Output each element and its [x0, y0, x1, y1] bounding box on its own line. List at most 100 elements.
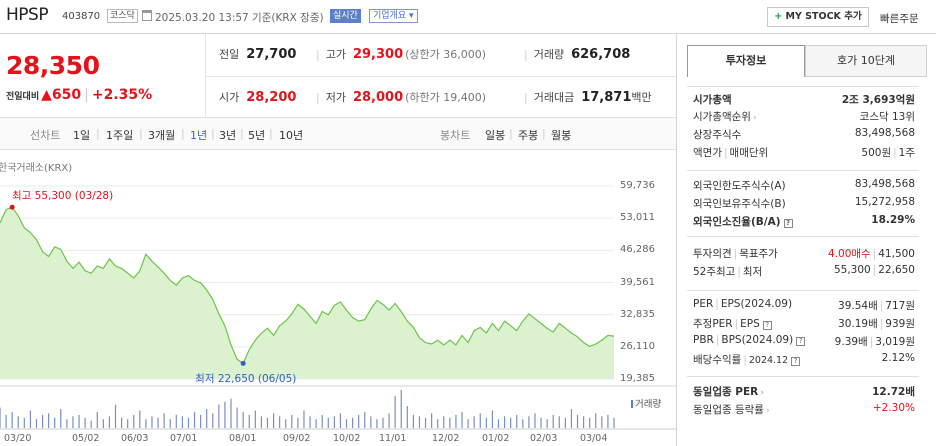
target-value: 41,500 [878, 248, 915, 260]
volume-bar [576, 414, 579, 428]
volume-bar [358, 414, 360, 428]
volume-bar [78, 414, 80, 428]
price-chart[interactable]: 한국거래소(KRX) 59,736 53,011 46,286 39,561 32,83… [0, 150, 676, 446]
volume-bar [0, 407, 1, 428]
foreign-ratio-row: 외국인소진율(B/A)? 18.29% [693, 214, 915, 230]
volume-legend: 거래량 [631, 396, 661, 410]
up-triangle-icon: ▲ [41, 87, 52, 103]
wk52-row: 52주최고 | 최저 55,300 | 22,650 [693, 264, 915, 278]
y-tick-label: 32,835 [620, 308, 655, 320]
tab-3y[interactable]: 3년 [219, 129, 237, 142]
tab-1y[interactable]: 1년 [190, 129, 208, 142]
volume-bar [516, 414, 518, 428]
cap-rank-label[interactable]: 시가총액순위 [693, 111, 751, 123]
price-line [0, 206, 615, 365]
volume-value: 626,708 [571, 47, 631, 62]
volume-bar [96, 411, 98, 428]
info-icon[interactable]: ? [762, 321, 772, 330]
trade-unit-label: 매매단위 [729, 147, 769, 159]
volume-bar [607, 414, 609, 428]
x-tick-label: 02/03 [530, 433, 558, 444]
volume-bar [139, 410, 141, 428]
y-tick-label: 39,561 [620, 276, 655, 288]
industry-rate-label[interactable]: 동일업종 등락률 [693, 404, 764, 416]
volume: | 거래량 626,708 [524, 47, 631, 62]
y-tick-label: 26,110 [620, 340, 655, 352]
lower-limit: (하한가 19,400) [405, 91, 487, 104]
change-percent: +2.35% [91, 87, 153, 103]
add-my-stock-button[interactable]: + MY STOCK 추가 [767, 7, 869, 27]
stock-name: HPSP [6, 5, 49, 25]
amount-label: 거래대금 [533, 91, 575, 104]
dividend-value: 2.12% [881, 352, 915, 364]
volume-bar [364, 411, 366, 428]
volume-bar [90, 420, 92, 428]
prev-close: 전일 27,700 [219, 46, 296, 62]
tab-investment-info[interactable]: 투자정보 [687, 45, 805, 77]
volume-bar [564, 417, 566, 428]
volume-bar [260, 416, 263, 428]
volume-bar [41, 414, 44, 428]
info-tabs: 투자정보 호가 10단계 [687, 45, 927, 77]
volume-bar [17, 416, 19, 428]
quick-order-link[interactable]: 빠른주문 [880, 13, 919, 25]
tab-weekly[interactable]: 주봉 [518, 129, 539, 142]
tab-10y[interactable]: 10년 [279, 129, 304, 142]
foreign-hold-value: 15,272,958 [854, 196, 915, 208]
price-summary: 28,350 전일대비 ▲650 | +2.35% 전일 27,700 | 고가 29,30… [0, 34, 676, 118]
volume-bar [534, 413, 536, 428]
volume-bar [279, 416, 281, 428]
high-price: | 고가 29,300 (상한가 36,000) [316, 47, 487, 62]
current-price: 28,350 [6, 51, 100, 80]
volume-bar [552, 414, 554, 428]
industry-per-row: 동일업종 PER › 12.72배 [693, 384, 915, 400]
pbr-value: 9.39배 [834, 336, 868, 348]
volume-bar [528, 416, 530, 428]
volume-bar [376, 419, 378, 428]
dividend-label: 배당수익률 [693, 354, 742, 366]
pbr-row: PBR | BPS(2024.09)? 9.39배 | 3,019원 [693, 334, 915, 348]
low-value: 28,000 [352, 90, 404, 105]
tab-5y[interactable]: 5년 [248, 129, 266, 142]
volume-bar [181, 416, 183, 428]
info-icon[interactable]: ? [796, 337, 806, 346]
foreign-ratio-value: 18.29% [871, 214, 915, 226]
foreign-limit-row: 외국인한도주식수(A) 83,498,568 [693, 178, 915, 194]
volume-bar [23, 417, 25, 428]
company-overview-label: 기업개요 [373, 11, 407, 21]
candle-chart-label: 봉차트 [440, 129, 471, 142]
realtime-badge[interactable]: 실시간 [330, 9, 361, 23]
prev-close-value: 27,700 [246, 47, 297, 62]
tab-1w[interactable]: 1주일 [106, 129, 134, 142]
par-label: 액면가 [693, 147, 722, 159]
opinion-value: 4.00매수 [828, 248, 871, 260]
per-label: PER [693, 298, 714, 310]
volume-bar [412, 414, 414, 428]
high-annotation: 최고 55,300 (03/28) [12, 190, 114, 203]
divider: | [84, 87, 89, 103]
volume-bar [72, 416, 74, 428]
shares-value: 83,498,568 [854, 127, 915, 139]
line-chart-label: 선차트 [30, 129, 61, 142]
tab-monthly[interactable]: 월봉 [551, 129, 572, 142]
tab-3m[interactable]: 3개월 [148, 129, 176, 142]
tab-1d[interactable]: 1일 [73, 129, 91, 142]
foreign-limit-label: 외국인한도주식수(A) [693, 180, 786, 192]
par-row: 액면가 | 매매단위 500원 | 1주 [693, 147, 915, 159]
volume-bar [321, 414, 323, 428]
tab-daily[interactable]: 일봉 [485, 129, 506, 142]
eps-value: 717원 [885, 300, 915, 312]
x-tick-label: 12/02 [432, 433, 460, 444]
volume-bar [431, 413, 433, 428]
info-icon[interactable]: ? [791, 357, 801, 366]
info-icon[interactable]: ? [783, 219, 793, 228]
add-my-stock-label: MY STOCK 추가 [785, 11, 862, 22]
x-tick-label: 08/01 [229, 433, 257, 444]
volume-bar [443, 416, 445, 428]
volume-bar [248, 414, 250, 428]
industry-per-label[interactable]: 동일업종 PER [693, 386, 759, 398]
market-cap-group: 시가총액 2조 3,693억원 시가총액순위 › 코스닥 13위 상장주식수 83… [687, 86, 919, 166]
tab-order-book[interactable]: 호가 10단계 [805, 45, 927, 77]
y-tick-label: 59,736 [620, 180, 655, 191]
company-overview-dropdown[interactable]: 기업개요 ▾ [369, 9, 418, 23]
